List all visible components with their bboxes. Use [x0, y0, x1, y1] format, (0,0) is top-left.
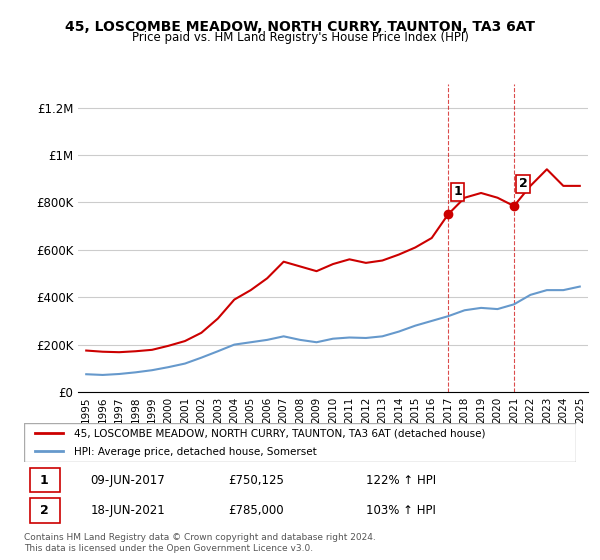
Text: £750,125: £750,125 [228, 474, 284, 487]
FancyBboxPatch shape [29, 468, 60, 492]
Text: 45, LOSCOMBE MEADOW, NORTH CURRY, TAUNTON, TA3 6AT: 45, LOSCOMBE MEADOW, NORTH CURRY, TAUNTO… [65, 20, 535, 34]
Text: 103% ↑ HPI: 103% ↑ HPI [366, 504, 436, 517]
FancyBboxPatch shape [24, 423, 576, 462]
Text: 1: 1 [453, 185, 462, 198]
Text: 45, LOSCOMBE MEADOW, NORTH CURRY, TAUNTON, TA3 6AT (detached house): 45, LOSCOMBE MEADOW, NORTH CURRY, TAUNTO… [74, 429, 485, 439]
Text: 2: 2 [40, 504, 49, 517]
Text: 09-JUN-2017: 09-JUN-2017 [90, 474, 165, 487]
Text: Contains HM Land Registry data © Crown copyright and database right 2024.
This d: Contains HM Land Registry data © Crown c… [24, 533, 376, 553]
Text: 2: 2 [519, 177, 527, 190]
Text: HPI: Average price, detached house, Somerset: HPI: Average price, detached house, Some… [74, 447, 316, 457]
Text: 122% ↑ HPI: 122% ↑ HPI [366, 474, 436, 487]
FancyBboxPatch shape [29, 498, 60, 523]
Text: Price paid vs. HM Land Registry's House Price Index (HPI): Price paid vs. HM Land Registry's House … [131, 31, 469, 44]
Text: 1: 1 [40, 474, 49, 487]
Text: 18-JUN-2021: 18-JUN-2021 [90, 504, 165, 517]
Text: £785,000: £785,000 [228, 504, 284, 517]
